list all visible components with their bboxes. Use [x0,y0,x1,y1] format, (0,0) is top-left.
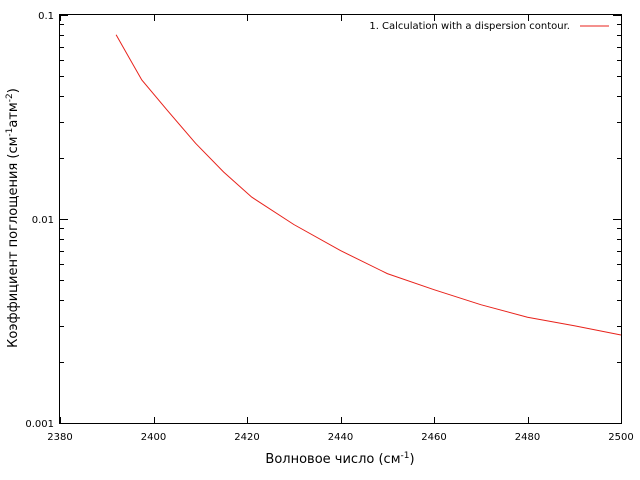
x-tick-label: 2440 [328,432,353,443]
x-tick-label: 2380 [47,432,72,443]
legend-label: 1. Calculation with a dispersion contour… [369,21,570,32]
x-axis-ticks: 2380 2400 2420 2440 2460 2480 2500 [47,15,634,443]
y-axis-label-suffix: ) [6,88,21,93]
x-tick-label: 2460 [421,432,446,443]
y-tick-label: 0.1 [38,11,54,22]
legend: 1. Calculation with a dispersion contour… [369,21,609,32]
x-tick-label: 2480 [515,432,540,443]
y-axis-label-sup2: -2 [5,93,15,102]
y-axis-label-text: Коэффициент поглощения (см [6,137,21,348]
y-tick-label: 0.01 [32,215,54,226]
x-tick-label: 2500 [608,432,633,443]
plot-frame-group [59,14,622,424]
y-axis-ticks: 0.001 0.01 0.1 [25,11,621,430]
series-layer [115,34,622,336]
x-axis-label: Волновое число (см-1) [265,451,414,467]
x-tick-label: 2400 [141,432,166,443]
y-axis-label-mid: атм [6,102,21,127]
series-line [115,34,622,336]
x-axis-label-suffix: ) [409,452,414,467]
plot-frame [59,14,622,424]
y-axis-label: Коэффициент поглощения (см-1атм-2) [5,88,21,348]
x-tick-label: 2420 [234,432,259,443]
x-axis-label-text: Волновое число (см [265,452,400,467]
y-axis-label-sup1: -1 [5,128,15,137]
x-axis-label-sup: -1 [401,451,410,461]
y-tick-label: 0.001 [25,419,54,430]
